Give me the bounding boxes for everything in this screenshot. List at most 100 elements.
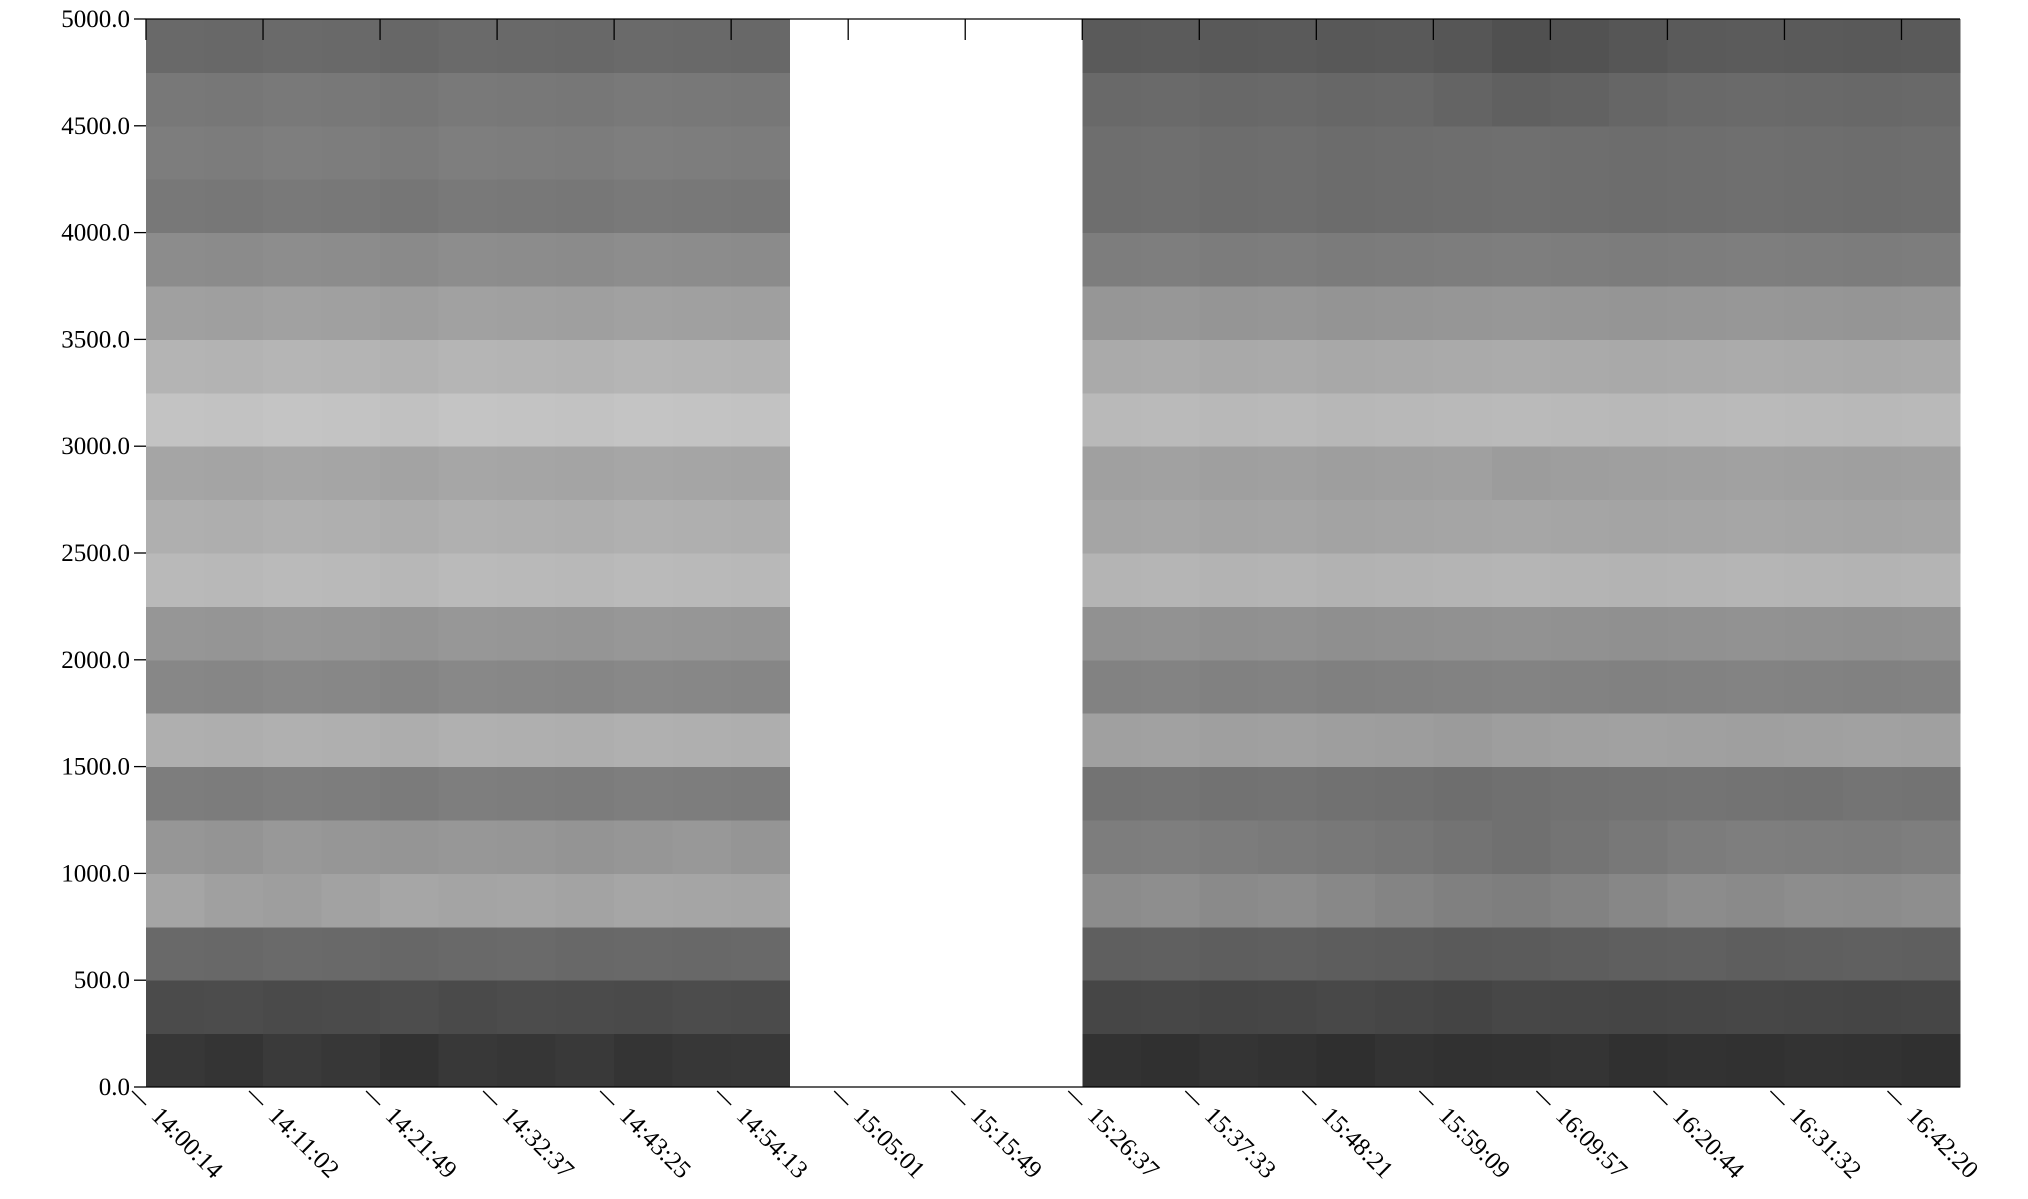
heatmap-cell bbox=[1842, 232, 1902, 287]
heatmap-cell bbox=[1082, 19, 1142, 73]
heatmap-cell bbox=[1433, 179, 1493, 234]
heatmap-cell bbox=[1082, 766, 1142, 821]
heatmap-cell bbox=[1491, 553, 1551, 607]
heatmap-cell bbox=[1491, 499, 1551, 554]
heatmap-cell bbox=[1374, 766, 1434, 821]
heatmap-cell bbox=[731, 1033, 791, 1088]
heatmap-cell bbox=[321, 713, 381, 768]
heatmap-cell bbox=[497, 392, 557, 447]
heatmap-cell bbox=[614, 499, 674, 554]
heatmap-cell bbox=[321, 72, 381, 127]
heatmap-cell bbox=[1257, 820, 1317, 874]
heatmap-cell bbox=[1725, 659, 1785, 714]
heatmap-cell bbox=[1667, 72, 1727, 127]
heatmap-cell bbox=[1316, 766, 1376, 821]
heatmap-cell bbox=[146, 19, 206, 73]
heatmap-cell bbox=[1199, 766, 1259, 821]
heatmap-cell bbox=[731, 392, 791, 447]
heatmap-cell bbox=[438, 659, 498, 714]
y-tick-label: 2000.0 bbox=[61, 647, 130, 674]
heatmap-cell bbox=[1433, 659, 1493, 714]
heatmap-cell bbox=[1082, 286, 1142, 340]
heatmap-cell bbox=[497, 766, 557, 821]
heatmap-cell bbox=[438, 392, 498, 447]
heatmap-cell bbox=[1550, 232, 1610, 287]
heatmap-cell bbox=[380, 19, 440, 73]
heatmap-cell bbox=[263, 232, 323, 287]
heatmap-cell bbox=[1140, 72, 1200, 127]
heatmap-cell bbox=[1199, 606, 1259, 661]
heatmap-cell bbox=[321, 980, 381, 1035]
heatmap-cell bbox=[1667, 659, 1727, 714]
heatmap-cell bbox=[1667, 766, 1727, 821]
heatmap-cell bbox=[438, 499, 498, 554]
heatmap-cell bbox=[555, 446, 615, 501]
x-tick bbox=[1535, 1090, 1551, 1106]
heatmap-cell bbox=[380, 926, 440, 981]
heatmap-cell bbox=[1140, 446, 1200, 501]
heatmap-cell bbox=[1784, 125, 1844, 180]
heatmap-cell bbox=[146, 72, 206, 127]
heatmap-cell bbox=[672, 339, 732, 394]
heatmap-cell bbox=[1316, 446, 1376, 501]
heatmap-cell bbox=[263, 873, 323, 928]
x-tick bbox=[1418, 1090, 1434, 1106]
heatmap-cell bbox=[1784, 339, 1844, 394]
heatmap-cell bbox=[380, 873, 440, 928]
heatmap-cell bbox=[1725, 392, 1785, 447]
heatmap-cell bbox=[1901, 713, 1961, 768]
heatmap-cell bbox=[263, 606, 323, 661]
heatmap-cell bbox=[204, 286, 264, 340]
heatmap-cell bbox=[1082, 1033, 1142, 1088]
x-tick-label: 16:31:32 bbox=[1784, 1102, 1866, 1184]
heatmap-cell bbox=[555, 339, 615, 394]
heatmap-cell bbox=[1667, 392, 1727, 447]
heatmap-cell bbox=[321, 499, 381, 554]
heatmap-cell bbox=[1725, 19, 1785, 73]
heatmap-cell bbox=[1257, 339, 1317, 394]
heatmap-cell bbox=[672, 72, 732, 127]
heatmap-cell bbox=[1082, 72, 1142, 127]
heatmap-cell bbox=[1316, 1033, 1376, 1088]
heatmap-cell bbox=[1433, 980, 1493, 1035]
heatmap-cell bbox=[1550, 339, 1610, 394]
heatmap-cell bbox=[1901, 286, 1961, 340]
heatmap-cell bbox=[1491, 766, 1551, 821]
heatmap-cell bbox=[438, 873, 498, 928]
heatmap-cell bbox=[731, 179, 791, 234]
heatmap-cell bbox=[497, 980, 557, 1035]
heatmap-cell bbox=[1842, 179, 1902, 234]
heatmap-cell bbox=[1667, 873, 1727, 928]
heatmap-cell bbox=[146, 286, 206, 340]
heatmap-cell bbox=[1433, 19, 1493, 73]
heatmap-cell bbox=[614, 339, 674, 394]
heatmap-cell bbox=[438, 553, 498, 607]
heatmap-cell bbox=[1257, 125, 1317, 180]
x-tick-label: 15:26:37 bbox=[1082, 1102, 1164, 1184]
heatmap-cell bbox=[1784, 499, 1844, 554]
y-tick-label: 4500.0 bbox=[61, 113, 130, 140]
heatmap-cell bbox=[1491, 713, 1551, 768]
heatmap-cell bbox=[263, 980, 323, 1035]
heatmap-cell bbox=[731, 232, 791, 287]
heatmap-cell bbox=[497, 606, 557, 661]
heatmap-cell bbox=[731, 286, 791, 340]
heatmap-cell bbox=[1550, 766, 1610, 821]
heatmap-cell bbox=[1667, 553, 1727, 607]
heatmap-cell bbox=[1491, 659, 1551, 714]
heatmap-cell bbox=[1140, 980, 1200, 1035]
heatmap-cell bbox=[1316, 820, 1376, 874]
heatmap-cell bbox=[1491, 125, 1551, 180]
heatmap-cell bbox=[731, 873, 791, 928]
heatmap-cell bbox=[263, 339, 323, 394]
heatmap-cell bbox=[380, 499, 440, 554]
heatmap-cell bbox=[1316, 392, 1376, 447]
heatmap-cell bbox=[1901, 659, 1961, 714]
heatmap-cell bbox=[1199, 553, 1259, 607]
heatmap-cell bbox=[380, 1033, 440, 1088]
heatmap-cell bbox=[1316, 286, 1376, 340]
heatmap-cell bbox=[497, 125, 557, 180]
heatmap-cell bbox=[1667, 446, 1727, 501]
heatmap-cell bbox=[1433, 232, 1493, 287]
heatmap-cell bbox=[1901, 19, 1961, 73]
